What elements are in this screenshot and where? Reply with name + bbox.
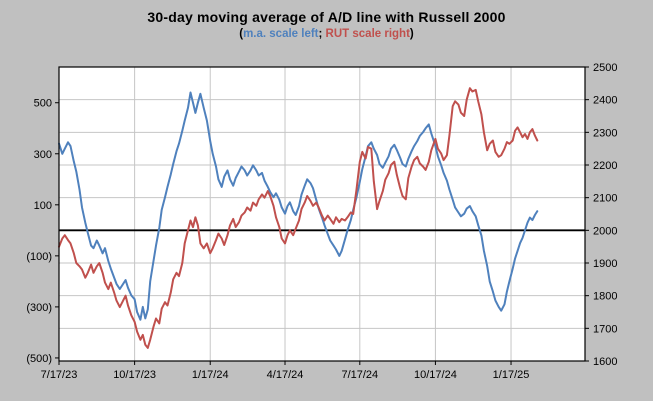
subtitle-part-3: RUT scale right (325, 28, 410, 40)
chart-title: 30-day moving average of A/D line with R… (147, 9, 506, 25)
x-axis-tick-label: 1/17/24 (192, 369, 229, 381)
y-left-tick-label: 500 (34, 98, 52, 110)
x-axis-tick-label: 4/17/24 (267, 369, 304, 381)
subtitle-part-0: ( (239, 28, 244, 40)
y-left-tick-label: (300) (26, 302, 52, 314)
rut-series-line (58, 87, 539, 349)
ma-series-line (58, 91, 539, 321)
y-right-tick-label: 1600 (593, 356, 617, 368)
y-right-tick-label: 1700 (593, 323, 617, 335)
y-left-tick-label: 300 (34, 149, 52, 161)
x-axis-tick-label: 1/17/25 (493, 369, 530, 381)
chart-subtitle: (m.a. scale left; RUT scale right) (0, 28, 653, 40)
y-right-tick-label: 1900 (593, 258, 617, 270)
subtitle-part-4: ) (409, 28, 414, 40)
subtitle-part-1: m.a. scale left (243, 28, 319, 40)
y-right-tick-label: 2400 (593, 95, 617, 107)
y-left-tick-label: (100) (26, 251, 52, 263)
y-right-tick-label: 2500 (593, 62, 617, 74)
y-right-tick-label: 1800 (593, 291, 617, 303)
subtitle-part-2: ; (318, 28, 326, 40)
y-right-tick-label: 2200 (593, 160, 617, 172)
plot-border (58, 66, 586, 362)
x-axis-tick-label: 7/17/23 (41, 369, 78, 381)
x-axis-tick-label: 10/17/24 (414, 369, 457, 381)
y-left-tick-label: 100 (34, 200, 52, 212)
x-axis-tick-label: 7/17/24 (341, 369, 378, 381)
y-left-tick-label: (500) (26, 353, 52, 365)
y-right-tick-label: 2000 (593, 225, 617, 237)
y-right-tick-label: 2100 (593, 193, 617, 205)
x-axis-tick-label: 10/17/23 (113, 369, 156, 381)
y-right-tick-label: 2300 (593, 127, 617, 139)
